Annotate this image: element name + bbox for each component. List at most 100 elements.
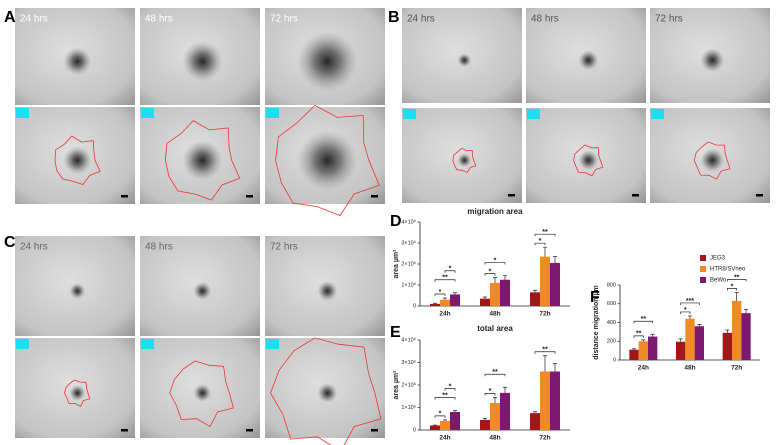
significance-bracket xyxy=(434,279,456,282)
significance-label: *** xyxy=(686,298,694,305)
time-label: 24 hrs xyxy=(407,14,435,25)
error-bar xyxy=(533,289,537,293)
error-bar xyxy=(483,296,487,299)
significance-label: * xyxy=(494,257,497,264)
scale-bar xyxy=(371,195,378,198)
bar xyxy=(530,413,540,430)
spheroid xyxy=(297,130,358,191)
legend-swatch xyxy=(700,266,706,272)
significance-bracket xyxy=(444,270,456,273)
significance-label: ** xyxy=(542,347,548,354)
bar xyxy=(741,313,751,360)
spheroid xyxy=(182,41,223,82)
y-tick-label: 4×10⁶ xyxy=(401,336,416,343)
panel-letter: D xyxy=(390,213,402,230)
error-bar xyxy=(433,302,437,304)
error-bar xyxy=(503,386,507,393)
scale-bar xyxy=(371,429,378,432)
bar xyxy=(638,341,648,360)
bar xyxy=(430,425,440,430)
time-label: 48 hrs xyxy=(145,14,173,25)
time-label: 24 hrs xyxy=(20,14,48,25)
significance-label: * xyxy=(684,307,687,314)
error-bar xyxy=(744,309,748,314)
panel-letter: B xyxy=(388,9,400,26)
error-bar xyxy=(697,324,702,327)
bar xyxy=(500,279,510,306)
x-tick-label: 48h xyxy=(684,365,695,372)
chart-title: migration area xyxy=(467,207,523,216)
y-tick-label: 600 xyxy=(607,301,616,307)
error-bar xyxy=(688,315,692,319)
bar xyxy=(450,294,460,306)
error-bar xyxy=(533,411,537,414)
spheroid xyxy=(69,283,86,299)
x-tick-label: 48h xyxy=(489,435,500,442)
spheroid xyxy=(193,282,212,300)
y-tick-label: 400 xyxy=(607,320,616,326)
panel-letter: A xyxy=(4,9,16,26)
y-tick-label: 0 xyxy=(413,303,416,309)
significance-label: * xyxy=(489,268,492,275)
bar xyxy=(480,419,490,430)
time-label: 48 hrs xyxy=(145,242,173,253)
bar xyxy=(694,326,704,360)
bar xyxy=(685,318,695,360)
y-tick-label: 2×10⁶ xyxy=(401,260,416,267)
x-tick-label: 48h xyxy=(489,311,500,318)
spheroid xyxy=(457,53,472,68)
bar xyxy=(540,371,550,430)
migration-outline xyxy=(693,141,731,180)
spheroid xyxy=(193,384,212,402)
spheroid xyxy=(182,140,223,181)
significance-label: * xyxy=(539,238,542,245)
spheroid xyxy=(457,153,472,168)
spheroid xyxy=(578,50,599,71)
spheroid xyxy=(317,281,338,301)
scale-bar xyxy=(121,195,128,198)
y-tick-label: 0 xyxy=(413,427,416,433)
scale-bar xyxy=(756,194,763,197)
migration-outline xyxy=(275,104,380,217)
bar xyxy=(722,332,732,360)
significance-label: * xyxy=(439,411,442,418)
error-bar xyxy=(453,410,457,412)
time-label: 72 hrs xyxy=(655,14,683,25)
significance-bracket xyxy=(633,335,644,338)
significance-label: * xyxy=(449,266,452,273)
time-label: 72 hrs xyxy=(270,242,298,253)
significance-bracket xyxy=(534,242,546,246)
y-tick-label: 3×10⁶ xyxy=(401,359,416,366)
bar xyxy=(550,371,560,430)
y-tick-label: 4×10⁶ xyxy=(401,218,416,225)
significance-bracket xyxy=(484,393,496,396)
error-bar xyxy=(650,333,655,337)
scale-icon xyxy=(651,109,664,119)
bar xyxy=(430,303,440,306)
significance-label: ** xyxy=(492,369,498,376)
spheroid xyxy=(297,31,358,92)
significance-label: ** xyxy=(636,331,642,338)
scale-bar xyxy=(121,429,128,432)
y-tick-label: 200 xyxy=(607,339,616,345)
bar xyxy=(732,300,742,360)
spheroid xyxy=(700,48,725,73)
error-bar xyxy=(543,355,547,372)
chart-title: total area xyxy=(477,324,513,333)
bar xyxy=(540,256,550,306)
bar xyxy=(676,341,686,360)
significance-bracket xyxy=(434,397,456,400)
panel-letter: F xyxy=(590,289,600,306)
significance-bracket xyxy=(534,233,556,237)
spheroid xyxy=(578,150,599,171)
spheroid xyxy=(317,383,338,403)
error-bar xyxy=(632,348,636,350)
significance-bracket xyxy=(726,279,747,282)
x-tick-label: 24h xyxy=(439,311,450,318)
significance-label: * xyxy=(439,289,442,296)
spheroid xyxy=(63,146,92,175)
error-bar xyxy=(543,246,547,257)
significance-label: ** xyxy=(734,274,740,281)
significance-label: * xyxy=(731,283,734,290)
